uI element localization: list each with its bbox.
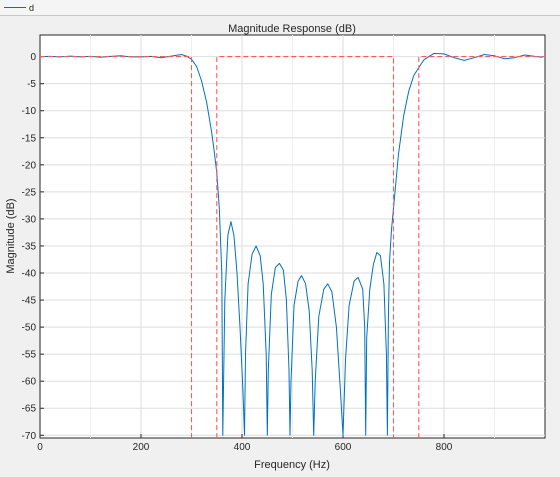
chart-title: Magnitude Response (dB) <box>228 23 356 35</box>
y-tick-label: -65 <box>22 404 37 415</box>
y-axis-label: Magnitude (dB) <box>5 198 17 273</box>
series-line-d <box>40 52 543 436</box>
x-tick-label: 0 <box>37 442 43 453</box>
x-axis-label: Frequency (Hz) <box>254 459 330 471</box>
y-tick-label: -20 <box>22 160 37 171</box>
x-tick-label: 600 <box>335 442 352 453</box>
spec-mask-segment-3 <box>418 56 545 438</box>
legend: d <box>0 0 560 16</box>
y-tick-label: -45 <box>22 296 37 307</box>
y-tick-label: 0 <box>30 52 36 63</box>
y-tick-label: -50 <box>22 323 37 334</box>
x-tick-label: 400 <box>234 442 251 453</box>
legend-svg: d <box>4 3 34 13</box>
y-tick-label: -55 <box>22 350 37 361</box>
spec-mask-segment-1 <box>40 56 193 438</box>
y-tick-label: -60 <box>22 377 37 388</box>
y-tick-label: -25 <box>22 187 37 198</box>
y-tick-label: -70 <box>22 431 37 442</box>
x-tick-label: 200 <box>133 442 150 453</box>
y-tick-label: -35 <box>22 241 37 252</box>
axis-ticks: 0 200 400 600 800 0 -5 -10 -15 -20 -25 -30 -35 -40 -45… <box>22 52 453 453</box>
legend-entry-label: d <box>29 3 34 13</box>
y-tick-label: -5 <box>27 79 36 90</box>
spec-mask-segment-2 <box>216 56 395 438</box>
x-tick-label: 800 <box>436 442 453 453</box>
y-tick-label: -15 <box>22 133 37 144</box>
y-tick-label: -30 <box>22 214 37 225</box>
y-tick-label: -10 <box>22 106 37 117</box>
data-marks <box>40 52 545 438</box>
y-tick-label: -40 <box>22 269 37 280</box>
